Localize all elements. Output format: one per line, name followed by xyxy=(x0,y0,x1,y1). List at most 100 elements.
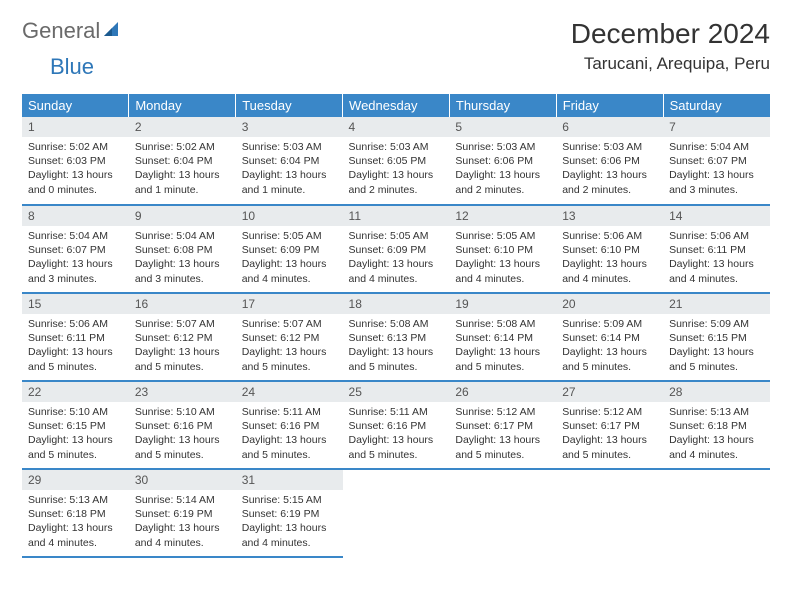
day-number: 15 xyxy=(22,294,129,314)
day-details: Sunrise: 5:05 AMSunset: 6:09 PMDaylight:… xyxy=(236,226,343,292)
day-details: Sunrise: 5:07 AMSunset: 6:12 PMDaylight:… xyxy=(129,314,236,380)
day-number: 13 xyxy=(556,206,663,226)
sunset-text: Sunset: 6:16 PM xyxy=(349,419,444,433)
sunset-text: Sunset: 6:13 PM xyxy=(349,331,444,345)
day-number: 27 xyxy=(556,382,663,402)
daylight-text: Daylight: 13 hours and 5 minutes. xyxy=(28,345,123,373)
day-number: 2 xyxy=(129,117,236,137)
sunset-text: Sunset: 6:04 PM xyxy=(242,154,337,168)
sunrise-text: Sunrise: 5:06 AM xyxy=(28,317,123,331)
daylight-text: Daylight: 13 hours and 2 minutes. xyxy=(562,168,657,196)
daylight-text: Daylight: 13 hours and 4 minutes. xyxy=(669,433,764,461)
sunset-text: Sunset: 6:09 PM xyxy=(349,243,444,257)
location: Tarucani, Arequipa, Peru xyxy=(571,54,770,74)
day-details: Sunrise: 5:04 AMSunset: 6:08 PMDaylight:… xyxy=(129,226,236,292)
sunset-text: Sunset: 6:03 PM xyxy=(28,154,123,168)
day-number: 11 xyxy=(343,206,450,226)
sunrise-text: Sunrise: 5:06 AM xyxy=(562,229,657,243)
sunrise-text: Sunrise: 5:03 AM xyxy=(562,140,657,154)
sunset-text: Sunset: 6:15 PM xyxy=(28,419,123,433)
day-cell: 10Sunrise: 5:05 AMSunset: 6:09 PMDayligh… xyxy=(236,205,343,293)
daylight-text: Daylight: 13 hours and 4 minutes. xyxy=(242,257,337,285)
sunset-text: Sunset: 6:08 PM xyxy=(135,243,230,257)
day-cell: 14Sunrise: 5:06 AMSunset: 6:11 PMDayligh… xyxy=(663,205,770,293)
day-details: Sunrise: 5:06 AMSunset: 6:10 PMDaylight:… xyxy=(556,226,663,292)
day-number: 7 xyxy=(663,117,770,137)
sunrise-text: Sunrise: 5:02 AM xyxy=(28,140,123,154)
logo-text-blue: Blue xyxy=(50,54,94,80)
day-details: Sunrise: 5:03 AMSunset: 6:06 PMDaylight:… xyxy=(449,137,556,203)
day-details: Sunrise: 5:15 AMSunset: 6:19 PMDaylight:… xyxy=(236,490,343,556)
day-details: Sunrise: 5:03 AMSunset: 6:06 PMDaylight:… xyxy=(556,137,663,203)
day-cell: 13Sunrise: 5:06 AMSunset: 6:10 PMDayligh… xyxy=(556,205,663,293)
day-cell: 16Sunrise: 5:07 AMSunset: 6:12 PMDayligh… xyxy=(129,293,236,381)
daylight-text: Daylight: 13 hours and 3 minutes. xyxy=(28,257,123,285)
sunrise-text: Sunrise: 5:10 AM xyxy=(135,405,230,419)
day-cell: 27Sunrise: 5:12 AMSunset: 6:17 PMDayligh… xyxy=(556,381,663,469)
sunrise-text: Sunrise: 5:03 AM xyxy=(455,140,550,154)
sunset-text: Sunset: 6:06 PM xyxy=(562,154,657,168)
sunset-text: Sunset: 6:19 PM xyxy=(242,507,337,521)
day-number: 6 xyxy=(556,117,663,137)
daylight-text: Daylight: 13 hours and 1 minute. xyxy=(242,168,337,196)
day-details: Sunrise: 5:14 AMSunset: 6:19 PMDaylight:… xyxy=(129,490,236,556)
daylight-text: Daylight: 13 hours and 4 minutes. xyxy=(242,521,337,549)
day-cell: 15Sunrise: 5:06 AMSunset: 6:11 PMDayligh… xyxy=(22,293,129,381)
day-details: Sunrise: 5:07 AMSunset: 6:12 PMDaylight:… xyxy=(236,314,343,380)
daylight-text: Daylight: 13 hours and 5 minutes. xyxy=(28,433,123,461)
daylight-text: Daylight: 13 hours and 5 minutes. xyxy=(242,345,337,373)
day-number: 30 xyxy=(129,470,236,490)
sunset-text: Sunset: 6:10 PM xyxy=(562,243,657,257)
day-number: 24 xyxy=(236,382,343,402)
daylight-text: Daylight: 13 hours and 4 minutes. xyxy=(455,257,550,285)
day-cell: 28Sunrise: 5:13 AMSunset: 6:18 PMDayligh… xyxy=(663,381,770,469)
day-number: 5 xyxy=(449,117,556,137)
sunrise-text: Sunrise: 5:13 AM xyxy=(28,493,123,507)
daylight-text: Daylight: 13 hours and 4 minutes. xyxy=(562,257,657,285)
daylight-text: Daylight: 13 hours and 2 minutes. xyxy=(349,168,444,196)
day-cell: 31Sunrise: 5:15 AMSunset: 6:19 PMDayligh… xyxy=(236,469,343,557)
day-details: Sunrise: 5:13 AMSunset: 6:18 PMDaylight:… xyxy=(22,490,129,556)
title-block: December 2024 Tarucani, Arequipa, Peru xyxy=(571,18,770,74)
sunrise-text: Sunrise: 5:07 AM xyxy=(135,317,230,331)
sunrise-text: Sunrise: 5:04 AM xyxy=(135,229,230,243)
day-of-week-header: Monday xyxy=(129,94,236,117)
daylight-text: Daylight: 13 hours and 2 minutes. xyxy=(455,168,550,196)
day-number: 14 xyxy=(663,206,770,226)
day-details: Sunrise: 5:12 AMSunset: 6:17 PMDaylight:… xyxy=(556,402,663,468)
sunset-text: Sunset: 6:19 PM xyxy=(135,507,230,521)
day-cell xyxy=(556,469,663,557)
daylight-text: Daylight: 13 hours and 5 minutes. xyxy=(135,345,230,373)
daylight-text: Daylight: 13 hours and 0 minutes. xyxy=(28,168,123,196)
day-number: 23 xyxy=(129,382,236,402)
day-details: Sunrise: 5:11 AMSunset: 6:16 PMDaylight:… xyxy=(343,402,450,468)
day-details: Sunrise: 5:10 AMSunset: 6:16 PMDaylight:… xyxy=(129,402,236,468)
sunrise-text: Sunrise: 5:15 AM xyxy=(242,493,337,507)
day-details: Sunrise: 5:02 AMSunset: 6:03 PMDaylight:… xyxy=(22,137,129,203)
day-cell: 6Sunrise: 5:03 AMSunset: 6:06 PMDaylight… xyxy=(556,117,663,205)
sunset-text: Sunset: 6:09 PM xyxy=(242,243,337,257)
sunset-text: Sunset: 6:16 PM xyxy=(135,419,230,433)
week-row: 1Sunrise: 5:02 AMSunset: 6:03 PMDaylight… xyxy=(22,117,770,205)
sunset-text: Sunset: 6:07 PM xyxy=(669,154,764,168)
sunrise-text: Sunrise: 5:05 AM xyxy=(242,229,337,243)
day-details: Sunrise: 5:13 AMSunset: 6:18 PMDaylight:… xyxy=(663,402,770,468)
week-row: 8Sunrise: 5:04 AMSunset: 6:07 PMDaylight… xyxy=(22,205,770,293)
day-number: 31 xyxy=(236,470,343,490)
day-cell: 22Sunrise: 5:10 AMSunset: 6:15 PMDayligh… xyxy=(22,381,129,469)
day-number: 18 xyxy=(343,294,450,314)
day-details: Sunrise: 5:12 AMSunset: 6:17 PMDaylight:… xyxy=(449,402,556,468)
sunset-text: Sunset: 6:05 PM xyxy=(349,154,444,168)
daylight-text: Daylight: 13 hours and 5 minutes. xyxy=(455,433,550,461)
day-cell: 12Sunrise: 5:05 AMSunset: 6:10 PMDayligh… xyxy=(449,205,556,293)
day-details: Sunrise: 5:09 AMSunset: 6:14 PMDaylight:… xyxy=(556,314,663,380)
daylight-text: Daylight: 13 hours and 3 minutes. xyxy=(135,257,230,285)
day-number: 12 xyxy=(449,206,556,226)
sunrise-text: Sunrise: 5:09 AM xyxy=(562,317,657,331)
sunrise-text: Sunrise: 5:13 AM xyxy=(669,405,764,419)
day-details: Sunrise: 5:08 AMSunset: 6:14 PMDaylight:… xyxy=(449,314,556,380)
daylight-text: Daylight: 13 hours and 1 minute. xyxy=(135,168,230,196)
day-number: 9 xyxy=(129,206,236,226)
day-number: 20 xyxy=(556,294,663,314)
daylight-text: Daylight: 13 hours and 5 minutes. xyxy=(349,345,444,373)
